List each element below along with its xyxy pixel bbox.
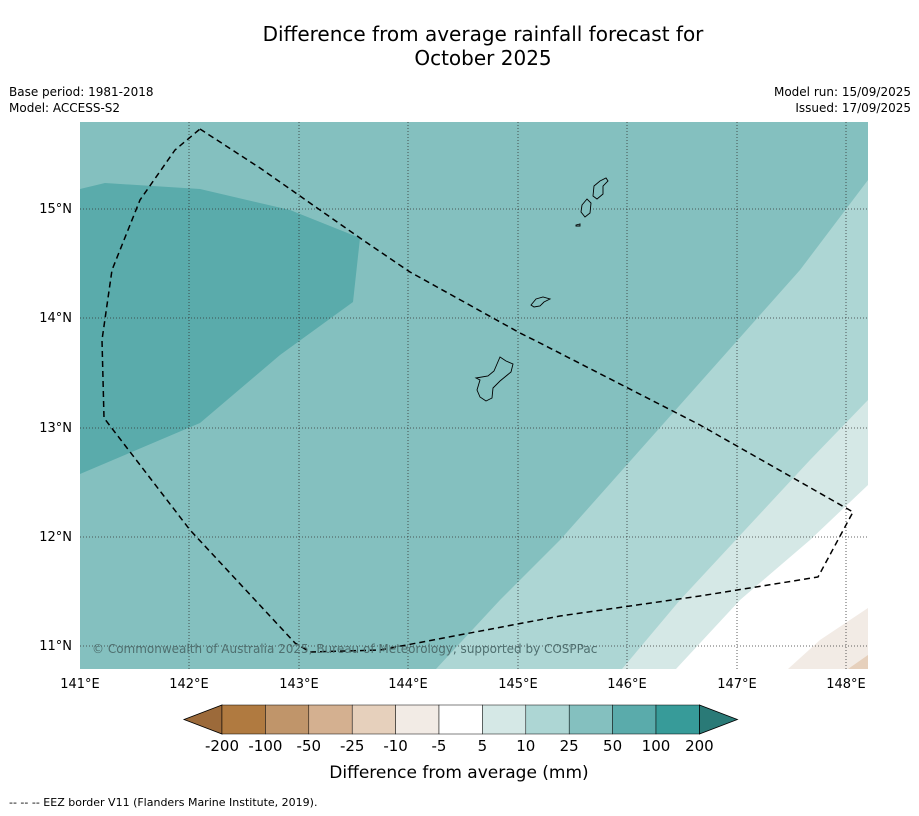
map-title: Difference from average rainfall forecas… <box>0 22 919 70</box>
map-figure: © Commonwealth of Australia 2025, Bureau… <box>39 122 868 783</box>
island-rota <box>530 296 552 308</box>
lat-label-12n: 12°N <box>39 530 72 545</box>
colorbar-tick-label: 25 <box>560 737 579 755</box>
lon-label-148e: 148°E <box>826 677 866 692</box>
colorbar-segment <box>351 704 396 735</box>
lat-label-11n: 11°N <box>39 639 72 654</box>
colorbar-title: Difference from average (mm) <box>329 763 588 783</box>
islands <box>474 177 609 402</box>
map-panel: © Commonwealth of Australia 2025, Bureau… <box>80 122 868 669</box>
colorbar-tick-label: -200 <box>205 737 239 755</box>
colorbar-tick-label: 100 <box>642 737 671 755</box>
colorbar-tick-label: -100 <box>248 737 282 755</box>
island-aguijan <box>575 223 581 227</box>
colorbar-segment <box>265 704 310 735</box>
model-info: Base period: 1981-2018 Model: ACCESS-S2 <box>9 84 154 116</box>
colorbar-segment <box>308 704 353 735</box>
longitude-labels: 141°E 142°E 143°E 144°E 145°E 146°E 147°… <box>60 677 866 692</box>
copyright-text: © Commonwealth of Australia 2025, Bureau… <box>92 642 597 656</box>
colorbar-tick-label: -25 <box>340 737 365 755</box>
colorbar-segment <box>395 704 440 735</box>
title-line-1: Difference from average rainfall forecas… <box>262 22 704 46</box>
lon-label-141e: 141°E <box>60 677 100 692</box>
island-tinian <box>580 198 592 218</box>
issued-date: Issued: 17/09/2025 <box>795 101 911 115</box>
base-period: Base period: 1981-2018 <box>9 85 154 99</box>
lon-label-144e: 144°E <box>388 677 428 692</box>
island-guam <box>474 356 514 402</box>
band-50-100 <box>80 183 360 474</box>
colorbar-tick-label: 50 <box>603 737 622 755</box>
colorbar-extend-high <box>699 704 739 735</box>
title-line-2: October 2025 <box>414 46 552 70</box>
lat-label-14n: 14°N <box>39 311 72 326</box>
lat-label-13n: 13°N <box>39 421 72 436</box>
lon-label-147e: 147°E <box>717 677 757 692</box>
grid-lines <box>80 122 868 669</box>
colorbar-tick-label: 200 <box>685 737 714 755</box>
colorbar-segment <box>221 704 266 735</box>
colorbar-extend-low <box>182 704 223 735</box>
band-minus10-minus5 <box>788 608 868 669</box>
lon-label-142e: 142°E <box>169 677 209 692</box>
band-minus25-minus10 <box>848 655 868 669</box>
lon-label-145e: 145°E <box>498 677 538 692</box>
colorbar-segment <box>525 704 570 735</box>
latitude-labels: 15°N 14°N 13°N 12°N 11°N <box>39 202 72 654</box>
colorbar-segment <box>612 704 657 735</box>
colorbar: -200 -100 -50 -25 -10 -5 5 10 25 50 100 200 <box>182 704 739 755</box>
colorbar-tick-label: -5 <box>432 737 447 755</box>
colorbar-segment <box>482 704 527 735</box>
model-name: Model: ACCESS-S2 <box>9 101 121 115</box>
colorbar-segment <box>568 704 613 735</box>
eez-legend-note: -- -- -- EEZ border V11 (Flanders Marine… <box>9 796 318 809</box>
colorbar-tick-label: -50 <box>297 737 322 755</box>
lon-label-146e: 146°E <box>607 677 647 692</box>
colorbar-tick-label: 10 <box>516 737 535 755</box>
model-run-date: Model run: 15/09/2025 <box>773 85 911 99</box>
colorbar-segment <box>655 704 700 735</box>
eez-border <box>101 128 855 653</box>
colorbar-segment <box>438 704 483 735</box>
run-info: Model run: 15/09/2025 Issued: 17/09/2025 <box>774 84 911 116</box>
island-saipan <box>592 177 609 200</box>
lat-label-15n: 15°N <box>39 202 72 217</box>
lon-label-143e: 143°E <box>279 677 319 692</box>
colorbar-tick-label: 5 <box>478 737 488 755</box>
colorbar-tick-label: -10 <box>383 737 408 755</box>
band-minus5-5 <box>676 485 868 669</box>
